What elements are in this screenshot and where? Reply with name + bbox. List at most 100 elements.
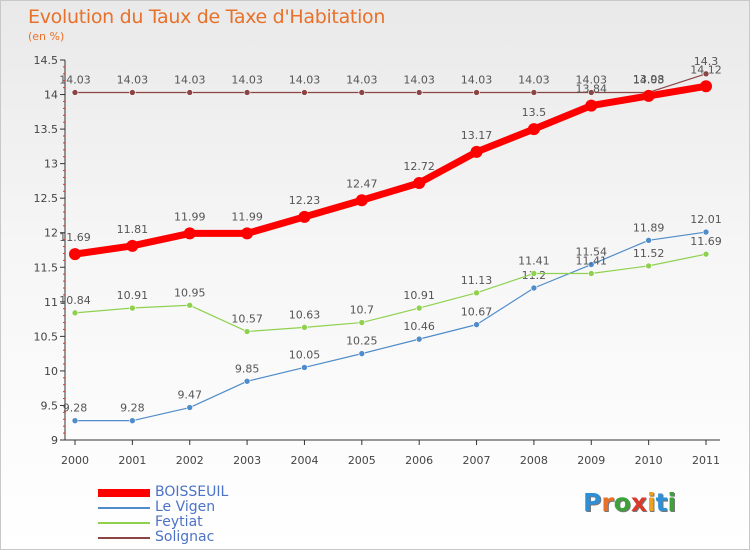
x-tick-label: 2009 [577, 454, 605, 467]
data-point [241, 227, 254, 240]
data-label: 10.7 [350, 304, 375, 317]
data-label: 14.03 [403, 73, 435, 86]
logo-letter: i [647, 488, 656, 517]
data-label: 13.17 [461, 129, 493, 142]
y-tick-label: 11.5 [34, 261, 59, 274]
data-point [645, 237, 652, 244]
series-line [74, 253, 707, 333]
x-tick-label: 2003 [233, 454, 261, 467]
data-label: 10.95 [174, 286, 206, 299]
chart-subtitle: (en %) [28, 30, 65, 43]
logo-letter: P [583, 488, 602, 517]
x-tick-label: 2006 [405, 454, 433, 467]
y-tick-label: 12 [44, 227, 58, 240]
y-tick-label: 10.5 [34, 330, 59, 343]
series-le-vigen: 9.289.289.479.8510.0510.2510.4610.6711.2… [63, 213, 722, 424]
legend-swatch [98, 521, 150, 524]
data-label: 13.5 [522, 106, 547, 119]
series-line [71, 82, 710, 258]
data-point [587, 89, 595, 96]
data-label: 11.54 [576, 246, 608, 259]
data-point [358, 319, 366, 326]
logo-letter: o [613, 488, 631, 517]
data-point [358, 350, 366, 357]
data-label: 12.47 [346, 177, 378, 190]
data-label: 14.03 [576, 73, 608, 86]
x-tick-label: 2002 [176, 454, 204, 467]
data-point [530, 270, 538, 277]
logo-letter: x [630, 488, 647, 517]
data-label: 10.84 [59, 294, 91, 307]
data-point [301, 364, 308, 371]
data-label: 14.03 [289, 73, 321, 86]
x-tick-label: 2007 [463, 454, 491, 467]
y-tick-label: 13.5 [34, 123, 59, 136]
y-tick-label: 11 [44, 296, 58, 309]
data-label: 9.85 [235, 362, 260, 375]
legend-swatch [98, 488, 150, 497]
chart-title: Evolution du Taux de Taxe d'Habitation [28, 6, 386, 28]
data-point [530, 89, 538, 96]
x-tick-label: 2004 [290, 454, 318, 467]
data-point [129, 417, 136, 424]
data-label: 14.03 [117, 73, 149, 86]
data-point [243, 377, 251, 385]
x-tick-label: 2000 [61, 454, 89, 467]
data-label: 14.03 [633, 73, 665, 86]
data-point [243, 89, 251, 96]
x-tick-label: 2001 [118, 454, 146, 467]
data-point [700, 80, 712, 93]
data-label: 14.03 [231, 73, 263, 86]
data-point [71, 417, 79, 424]
data-point [702, 228, 710, 236]
data-label: 13.98 [633, 73, 665, 86]
data-label: 11.99 [174, 210, 206, 223]
data-label: 12.72 [403, 160, 435, 173]
logo-letter: t [655, 488, 668, 517]
data-point [183, 227, 196, 240]
y-tick-label: 9.5 [41, 399, 59, 412]
y-tick-label: 12.5 [34, 192, 59, 205]
series-boisseuil: 11.69 11.81 11.99 11.99 12.23 12.47 12.72 13.17… [59, 63, 722, 261]
data-point [415, 335, 423, 343]
data-point [645, 262, 652, 270]
data-point [587, 261, 595, 268]
series-line [74, 73, 707, 94]
legend-swatch [98, 506, 150, 509]
data-label: 12.23 [289, 194, 321, 207]
data-label: 13.84 [576, 83, 608, 96]
data-point [702, 70, 710, 78]
x-tick-label: 2005 [348, 454, 376, 467]
logo-letter: i [667, 488, 677, 517]
legend-label: Le Vigen [155, 499, 216, 515]
data-point [126, 239, 139, 252]
data-label: 14.3 [694, 55, 719, 68]
data-point [301, 89, 308, 96]
data-label: 11.52 [633, 247, 665, 260]
legend-label: BOISSEUIL [155, 484, 229, 500]
data-label: 11.99 [231, 210, 263, 223]
data-label: 11.13 [461, 274, 493, 287]
data-point [642, 89, 655, 102]
data-point [473, 321, 480, 328]
data-label: 10.63 [289, 308, 321, 321]
data-label: 11.69 [690, 235, 722, 248]
data-label: 14.03 [346, 73, 378, 86]
data-point [358, 89, 366, 96]
data-label: 10.91 [117, 289, 149, 302]
data-label: 10.91 [403, 289, 435, 302]
data-label: 9.47 [177, 389, 202, 402]
data-label: 14.03 [518, 73, 550, 86]
data-label: 10.05 [289, 348, 321, 361]
data-label: 11.41 [576, 254, 608, 267]
data-point [186, 301, 194, 309]
data-label: 14.12 [690, 63, 722, 76]
x-tick-label: 2010 [635, 454, 663, 467]
legend-swatch [98, 536, 150, 539]
series-feytiat: 10.84 10.91 10.95 10.57 10.63 10.7 10.91 11.13 1… [59, 235, 722, 335]
data-point [473, 89, 480, 96]
proxiti-logo: Proxiti [583, 488, 676, 517]
data-point [415, 304, 423, 312]
x-tick-label: 2008 [520, 454, 548, 467]
